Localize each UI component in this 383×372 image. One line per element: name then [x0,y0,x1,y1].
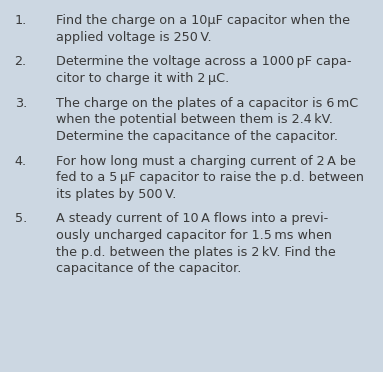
Text: when the potential between them is 2.4 kV.: when the potential between them is 2.4 k… [56,113,332,126]
Text: 5.: 5. [15,212,27,225]
Text: ously uncharged capacitor for 1.5 ms when: ously uncharged capacitor for 1.5 ms whe… [56,229,332,242]
Text: Find the charge on a 10μF capacitor when the: Find the charge on a 10μF capacitor when… [56,14,350,27]
Text: Determine the voltage across a 1000 pF capa-: Determine the voltage across a 1000 pF c… [56,55,351,68]
Text: capacitance of the capacitor.: capacitance of the capacitor. [56,262,241,275]
Text: 4.: 4. [15,155,27,167]
Text: 2.: 2. [15,55,27,68]
Text: The charge on the plates of a capacitor is 6 mC: The charge on the plates of a capacitor … [56,97,358,110]
Text: citor to charge it with 2 μC.: citor to charge it with 2 μC. [56,72,229,85]
Text: Determine the capacitance of the capacitor.: Determine the capacitance of the capacit… [56,130,337,143]
Text: 3.: 3. [15,97,27,110]
Text: A steady current of 10 A flows into a previ-: A steady current of 10 A flows into a pr… [56,212,328,225]
Text: fed to a 5 μF capacitor to raise the p.d. between: fed to a 5 μF capacitor to raise the p.d… [56,171,363,184]
Text: applied voltage is 250 V.: applied voltage is 250 V. [56,31,211,44]
Text: its plates by 500 V.: its plates by 500 V. [56,187,176,201]
Text: For how long must a charging current of 2 A be: For how long must a charging current of … [56,155,355,167]
Text: 1.: 1. [15,14,27,27]
Text: the p.d. between the plates is 2 kV. Find the: the p.d. between the plates is 2 kV. Fin… [56,246,335,259]
